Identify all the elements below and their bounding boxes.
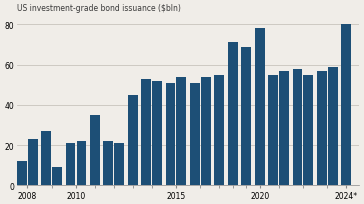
Bar [214, 75, 224, 185]
Bar [28, 139, 38, 185]
Bar [255, 29, 265, 185]
Bar [303, 75, 313, 185]
Bar [341, 25, 351, 185]
Text: US investment-grade bond issuance ($bln): US investment-grade bond issuance ($bln) [17, 4, 181, 13]
Bar [190, 83, 200, 185]
Bar [279, 71, 289, 185]
Bar [317, 71, 327, 185]
Bar [103, 141, 113, 185]
Bar [114, 143, 124, 185]
Bar [268, 75, 278, 185]
Bar [293, 69, 302, 185]
Bar [328, 67, 337, 185]
Bar [66, 143, 75, 185]
Bar [17, 161, 27, 185]
Bar [141, 79, 151, 185]
Bar [241, 47, 251, 185]
Bar [177, 77, 186, 185]
Bar [152, 81, 162, 185]
Bar [166, 83, 175, 185]
Bar [90, 115, 100, 185]
Bar [201, 77, 211, 185]
Bar [128, 95, 138, 185]
Bar [41, 131, 51, 185]
Bar [76, 141, 86, 185]
Bar [228, 43, 238, 185]
Bar [52, 167, 62, 185]
